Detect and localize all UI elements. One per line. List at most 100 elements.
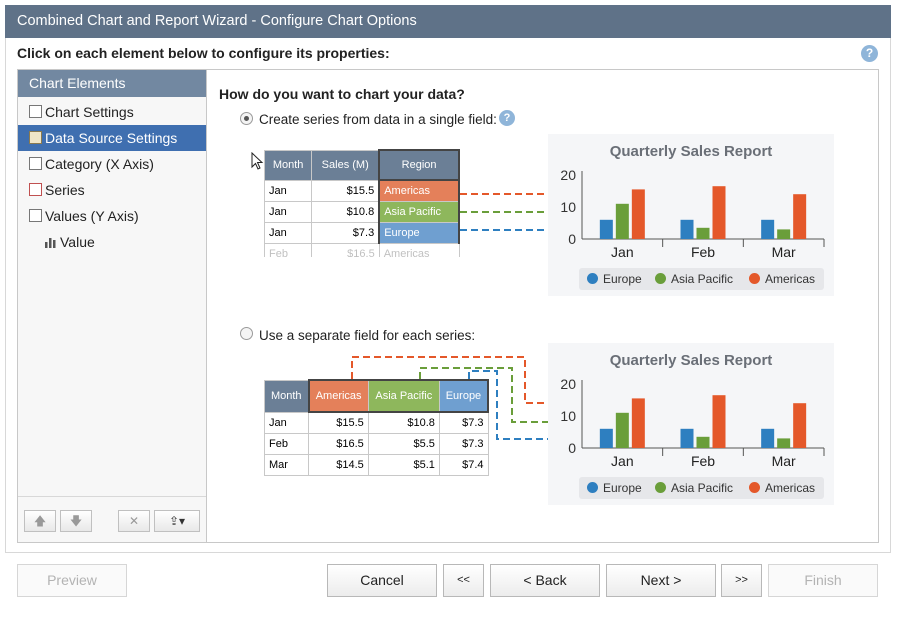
sidebar-item-label: Chart Settings [45,104,134,120]
arrow-up-icon: 🡅 [33,514,47,528]
single-field-radio[interactable] [240,112,253,125]
bar-chart-icon [45,238,56,248]
arrow-down-icon: 🡇 [69,514,83,528]
chart-elements-header: Chart Elements [18,70,206,97]
table-row: Jan $7.3 Europe [264,221,460,244]
sidebar-item-values-y-axis[interactable]: Values (Y Axis) [18,203,206,229]
table-cell: Americas [378,179,460,202]
help-icon[interactable]: ? [499,110,515,126]
legend-label: Europe [603,481,642,495]
bar [599,428,613,448]
table-cell: Jan [264,221,313,244]
column-header: Asia Pacific [367,379,440,413]
series-icon [29,183,42,196]
bar [696,436,710,448]
table-cell: Asia Pacific [378,200,460,223]
delete-button[interactable]: ✕ [118,510,150,532]
chart-legend: Europe Asia Pacific Americas [579,268,824,290]
connector-europe [468,370,598,440]
y-tick-label: 10 [560,408,576,424]
table-cell: Mar [264,453,309,476]
bar [680,219,694,239]
bar [615,203,629,239]
legend-item: Asia Pacific [655,272,733,286]
sidebar-item-series[interactable]: Series [18,177,206,203]
y-tick-label: 0 [568,440,576,456]
table-row: Jan $10.8 Asia Pacific [264,200,460,223]
table-cell: $15.5 [311,179,380,202]
bar [680,428,694,448]
table-cell: $10.8 [367,411,440,434]
column-header: Region [378,149,460,181]
x-tick-label: Feb [691,453,715,469]
y-tick-label: 0 [568,231,576,247]
export-icon: ⇪▾ [168,514,186,528]
first-page-button[interactable]: << [443,564,484,597]
legend-dot [587,482,598,493]
table-cell: Jan [264,179,313,202]
x-tick-label: Mar [772,244,796,260]
next-button[interactable]: Next > [606,564,716,597]
bar [712,395,726,448]
x-tick-label: Feb [691,244,715,260]
legend-label: Americas [765,272,816,286]
help-icon[interactable]: ? [861,45,878,62]
sidebar-item-label: Data Source Settings [45,130,178,146]
question-heading: How do you want to chart your data? [219,86,465,102]
table-cell: $7.4 [438,453,489,476]
table-row: Feb $16.5 Americas [264,242,460,257]
table-row: Jan $15.5 $10.8 $7.3 [264,411,489,434]
chart-preview-separate-field: Quarterly Sales Report 0 10 20 Jan Feb Mar Eu… [548,343,834,505]
x-tick-label: Jan [611,453,634,469]
table-icon [29,131,42,144]
back-button[interactable]: < Back [490,564,600,597]
legend-label: Americas [765,481,816,495]
bar [615,412,629,448]
cancel-button[interactable]: Cancel [327,564,437,597]
single-field-label: Create series from data in a single fiel… [259,112,497,127]
legend-label: Asia Pacific [671,481,734,495]
legend-item: Americas [749,481,815,495]
y-tick-label: 20 [560,167,576,183]
sidebar-item-chart-settings[interactable]: Chart Settings [18,99,206,125]
sidebar-item-data-source-settings[interactable]: Data Source Settings [18,125,206,151]
table-cell: $14.5 [308,453,369,476]
close-icon: ✕ [128,514,140,528]
y-tick-label: 20 [560,376,576,392]
sample-table: Month Americas Asia Pacific Europe Jan $… [264,379,489,476]
chart-preview-single-field: Quarterly Sales Report 0 10 20 Jan Feb Mar Eu… [548,134,834,296]
table-cell: $16.5 [311,242,380,257]
x-axis-icon [29,157,42,170]
table-cell: Feb [264,432,309,455]
preview-button[interactable]: Preview [17,564,127,597]
bar [696,227,710,239]
move-up-button[interactable]: 🡅 [24,510,56,532]
y-tick-label: 10 [560,199,576,215]
connector-asia-pacific [419,367,610,423]
connector-americas [351,356,620,404]
sidebar-item-label: Value [60,234,95,250]
table-row: Jan $15.5 Americas [264,179,460,202]
bar [599,219,613,239]
sidebar-item-value[interactable]: Value [18,229,206,255]
finish-button[interactable]: Finish [768,564,878,597]
table-cell: Americas [378,242,460,257]
column-header: Europe [439,379,489,413]
legend-label: Europe [603,272,642,286]
chart-title: Quarterly Sales Report [609,143,773,160]
legend-item: Americas [749,272,815,286]
y-axis-icon [29,209,42,222]
last-page-button[interactable]: >> [721,564,762,597]
sidebar-item-label: Category (X Axis) [45,156,154,172]
chart-settings-icon [29,105,42,118]
bar [761,428,775,448]
sidebar-item-category-x-axis[interactable]: Category (X Axis) [18,151,206,177]
export-menu-button[interactable]: ⇪▾ [154,510,200,532]
bar-chart: 0 10 20 Jan Feb Mar [560,376,825,469]
sidebar-item-label: Series [45,182,85,198]
chart-title: Quarterly Sales Report [609,352,773,369]
move-down-button[interactable]: 🡇 [60,510,92,532]
sidebar-toolbar: 🡅 🡇 ✕ ⇪▾ [18,496,206,542]
separate-field-radio[interactable] [240,327,253,340]
bar [793,403,807,448]
